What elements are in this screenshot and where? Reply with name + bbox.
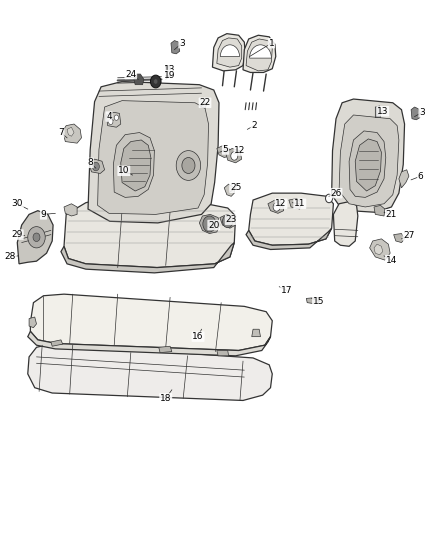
Polygon shape bbox=[332, 99, 405, 212]
Polygon shape bbox=[370, 239, 390, 260]
Circle shape bbox=[182, 158, 195, 173]
Polygon shape bbox=[220, 214, 236, 228]
Text: 8: 8 bbox=[87, 158, 93, 167]
Text: 22: 22 bbox=[199, 98, 211, 107]
Circle shape bbox=[28, 227, 45, 248]
Polygon shape bbox=[113, 133, 154, 197]
Polygon shape bbox=[249, 193, 333, 245]
Text: 25: 25 bbox=[230, 183, 241, 192]
Text: 16: 16 bbox=[192, 332, 204, 341]
Polygon shape bbox=[246, 228, 332, 249]
Polygon shape bbox=[106, 112, 121, 127]
Polygon shape bbox=[268, 200, 284, 213]
Circle shape bbox=[231, 152, 238, 160]
Polygon shape bbox=[51, 340, 63, 346]
Text: 9: 9 bbox=[41, 210, 46, 219]
Text: 17: 17 bbox=[281, 286, 293, 295]
Polygon shape bbox=[89, 159, 105, 173]
Polygon shape bbox=[224, 184, 234, 196]
Text: 5: 5 bbox=[223, 145, 229, 154]
Text: 3: 3 bbox=[179, 39, 185, 48]
Circle shape bbox=[109, 119, 113, 125]
Text: 11: 11 bbox=[294, 199, 306, 208]
Text: 19: 19 bbox=[164, 70, 176, 79]
Polygon shape bbox=[63, 124, 81, 143]
Polygon shape bbox=[29, 317, 36, 328]
Wedge shape bbox=[250, 45, 272, 58]
Text: 20: 20 bbox=[208, 221, 219, 230]
Polygon shape bbox=[374, 244, 383, 255]
Text: 2: 2 bbox=[251, 121, 257, 130]
Polygon shape bbox=[226, 149, 242, 163]
Polygon shape bbox=[88, 82, 219, 223]
Polygon shape bbox=[217, 38, 242, 67]
Polygon shape bbox=[28, 344, 272, 400]
Text: 12: 12 bbox=[276, 199, 287, 208]
Circle shape bbox=[273, 203, 280, 211]
Polygon shape bbox=[212, 34, 245, 71]
Polygon shape bbox=[306, 297, 320, 304]
Text: 7: 7 bbox=[58, 128, 64, 137]
Text: 24: 24 bbox=[125, 70, 136, 78]
Text: 18: 18 bbox=[160, 394, 172, 403]
Polygon shape bbox=[61, 243, 234, 273]
Polygon shape bbox=[121, 140, 151, 191]
Polygon shape bbox=[28, 332, 271, 356]
Polygon shape bbox=[375, 106, 381, 118]
Circle shape bbox=[223, 215, 233, 228]
Circle shape bbox=[203, 216, 216, 232]
Polygon shape bbox=[252, 329, 261, 337]
Circle shape bbox=[92, 163, 99, 171]
Polygon shape bbox=[394, 233, 405, 243]
Polygon shape bbox=[246, 39, 272, 71]
Polygon shape bbox=[199, 214, 220, 233]
Polygon shape bbox=[159, 346, 172, 353]
Text: 27: 27 bbox=[403, 231, 415, 240]
Circle shape bbox=[114, 115, 119, 120]
Text: 14: 14 bbox=[386, 256, 397, 264]
Polygon shape bbox=[289, 198, 301, 209]
Circle shape bbox=[150, 75, 161, 88]
Circle shape bbox=[325, 194, 332, 203]
Text: 13: 13 bbox=[164, 66, 176, 74]
Polygon shape bbox=[98, 101, 208, 214]
Polygon shape bbox=[399, 169, 409, 188]
Text: 26: 26 bbox=[330, 189, 342, 198]
Polygon shape bbox=[64, 204, 77, 216]
Polygon shape bbox=[217, 146, 230, 158]
Text: 28: 28 bbox=[5, 253, 16, 261]
Polygon shape bbox=[64, 198, 236, 268]
Polygon shape bbox=[17, 211, 53, 264]
Polygon shape bbox=[30, 294, 272, 351]
Text: 21: 21 bbox=[386, 210, 397, 219]
Text: 30: 30 bbox=[11, 199, 23, 208]
Polygon shape bbox=[67, 127, 74, 136]
Text: 12: 12 bbox=[234, 146, 246, 155]
Polygon shape bbox=[171, 41, 180, 54]
Polygon shape bbox=[166, 66, 171, 76]
Circle shape bbox=[176, 151, 201, 180]
Circle shape bbox=[33, 233, 40, 241]
Text: 6: 6 bbox=[418, 172, 424, 181]
Text: 1: 1 bbox=[268, 39, 274, 48]
Text: 10: 10 bbox=[118, 166, 130, 175]
Text: 15: 15 bbox=[313, 296, 324, 305]
Polygon shape bbox=[243, 35, 276, 72]
Polygon shape bbox=[411, 107, 420, 120]
Text: 4: 4 bbox=[106, 112, 112, 121]
Wedge shape bbox=[220, 45, 240, 56]
Polygon shape bbox=[339, 115, 399, 207]
Text: 23: 23 bbox=[226, 215, 237, 224]
Polygon shape bbox=[201, 103, 207, 108]
Polygon shape bbox=[374, 205, 385, 216]
Polygon shape bbox=[134, 74, 144, 85]
Text: 29: 29 bbox=[11, 230, 23, 239]
Text: 13: 13 bbox=[377, 107, 389, 116]
Polygon shape bbox=[217, 351, 229, 356]
Text: 3: 3 bbox=[419, 108, 425, 117]
Polygon shape bbox=[355, 139, 381, 191]
Polygon shape bbox=[333, 201, 358, 246]
Polygon shape bbox=[349, 131, 386, 197]
Circle shape bbox=[153, 79, 158, 84]
